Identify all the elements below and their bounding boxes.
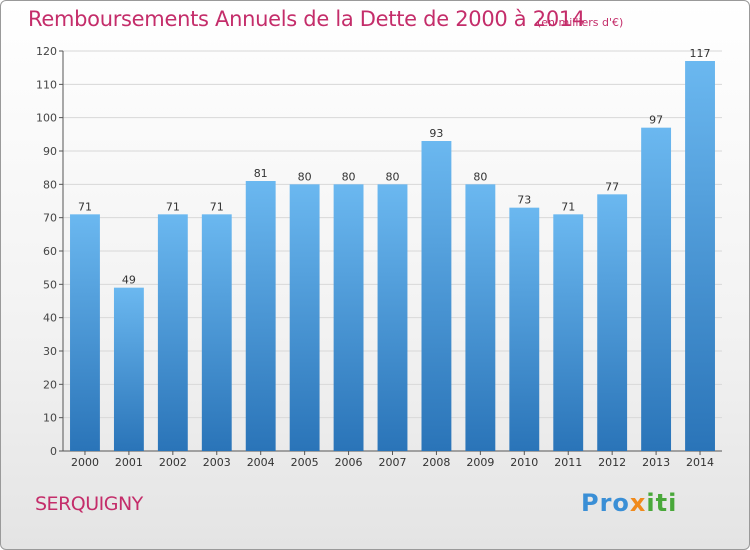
logo-part-1: Pro	[581, 489, 630, 517]
value-label-2009: 80	[473, 170, 487, 183]
bar-2009	[465, 184, 496, 452]
x-tick-label-2010: 2010	[510, 456, 538, 469]
y-tick-label: 110	[36, 78, 57, 91]
bar-2005	[289, 184, 320, 452]
x-tick-label-2011: 2011	[554, 456, 582, 469]
y-tick-label: 10	[43, 412, 57, 425]
y-tick-label: 40	[43, 312, 57, 325]
x-tick-label-2012: 2012	[598, 456, 626, 469]
x-tick-label-2001: 2001	[115, 456, 143, 469]
value-label-2000: 71	[78, 200, 92, 213]
y-tick-label: 0	[50, 445, 57, 458]
y-tick-label: 80	[43, 178, 57, 191]
bar-2014	[685, 61, 715, 451]
x-tick-label-2006: 2006	[335, 456, 363, 469]
labels: 0 10 20 30 40 50 60 70 80 90 100 110 120 71 2000 49 2001…	[36, 45, 714, 469]
logo-part-2: x	[629, 489, 647, 517]
y-tick-label: 60	[43, 245, 57, 258]
value-label-2002: 71	[166, 200, 180, 213]
bar-2007	[377, 184, 408, 452]
value-label-2011: 71	[561, 200, 575, 213]
y-tick-label: 20	[43, 378, 57, 391]
y-tick-label: 50	[43, 278, 57, 291]
bar-2001	[113, 287, 144, 451]
bar-2006	[333, 184, 364, 452]
value-label-2007: 80	[386, 170, 400, 183]
town-name: SERQUIGNY	[35, 493, 143, 515]
x-tick-label-2002: 2002	[159, 456, 187, 469]
value-label-2006: 80	[342, 170, 356, 183]
y-tick-label: 30	[43, 345, 57, 358]
value-label-2014: 117	[690, 47, 711, 60]
x-tick-label-2000: 2000	[71, 456, 99, 469]
bars	[70, 61, 715, 452]
bar-2000	[70, 214, 100, 451]
y-tick-label: 100	[36, 112, 57, 125]
value-label-2001: 49	[122, 274, 136, 287]
value-label-2004: 81	[254, 167, 268, 180]
x-tick-label-2014: 2014	[686, 456, 714, 469]
logo-part-3: iti	[646, 489, 678, 517]
value-label-2008: 93	[429, 127, 443, 140]
x-tick-label-2007: 2007	[379, 456, 407, 469]
bar-2013	[641, 127, 672, 452]
y-tick-label: 90	[43, 145, 57, 158]
bar-2002	[157, 214, 188, 451]
value-label-2005: 80	[298, 170, 312, 183]
y-tick-label: 70	[43, 212, 57, 225]
y-tick-label: 120	[36, 45, 57, 58]
bar-2003	[201, 214, 232, 451]
chart-subtitle: (en milliers d'€)	[537, 16, 624, 29]
chart-title: Remboursements Annuels de la Dette de 20…	[28, 7, 585, 31]
bar-2011	[553, 214, 584, 451]
x-tick-label-2009: 2009	[466, 456, 494, 469]
value-label-2012: 77	[605, 180, 619, 193]
x-tick-label-2003: 2003	[203, 456, 231, 469]
value-label-2010: 73	[517, 194, 531, 207]
proxiti-logo[interactable]: Proxiti	[581, 489, 677, 517]
bar-2004	[245, 181, 276, 451]
value-label-2013: 97	[649, 114, 663, 127]
bar-2008	[421, 141, 452, 451]
value-label-2003: 71	[210, 200, 224, 213]
x-tick-label-2004: 2004	[247, 456, 275, 469]
x-tick-label-2005: 2005	[291, 456, 319, 469]
x-tick-label-2008: 2008	[422, 456, 450, 469]
bar-2010	[509, 207, 540, 451]
bar-2012	[597, 194, 628, 452]
x-tick-label-2013: 2013	[642, 456, 670, 469]
